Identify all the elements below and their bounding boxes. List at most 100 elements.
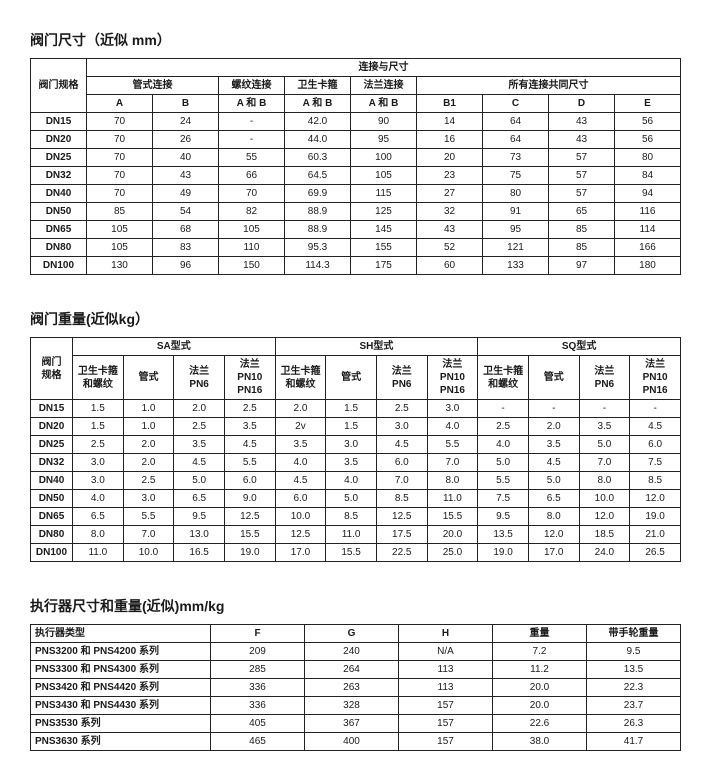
cell: 367: [305, 715, 399, 733]
cell: 9.5: [587, 643, 681, 661]
table-row: DN157024-42.09014644356: [31, 113, 681, 131]
cell: 70: [87, 149, 153, 167]
cell: 97: [549, 257, 615, 275]
row-header: DN15: [31, 113, 87, 131]
cell: -: [630, 400, 681, 418]
cell: 157: [399, 715, 493, 733]
section-valve-weight: 阀门重量(近似kg） 阀门 规格 SA型式 SH型式 SQ型式 卫生卡箍和螺纹管…: [30, 309, 681, 562]
table-valve-weight: 阀门 规格 SA型式 SH型式 SQ型式 卫生卡箍和螺纹管式法兰 PN6法兰 P…: [30, 337, 681, 562]
row-header: PNS3530 系列: [31, 715, 211, 733]
cell: 19.0: [630, 508, 681, 526]
cell: 11.0: [427, 490, 478, 508]
cell: 8.5: [376, 490, 427, 508]
table-row: PNS3300 和 PNS4300 系列28526411311.213.5: [31, 661, 681, 679]
row-header: DN32: [31, 167, 87, 185]
t2-body: DN151.51.02.02.52.01.52.53.0----DN201.51…: [31, 400, 681, 562]
cell: 60.3: [285, 149, 351, 167]
table-row: DN504.03.06.59.06.05.08.511.07.56.510.01…: [31, 490, 681, 508]
cell: 54: [153, 203, 219, 221]
cell: 82: [219, 203, 285, 221]
t1-sub-3: A 和 B: [285, 95, 351, 113]
cell: 1.0: [123, 418, 174, 436]
row-header: DN32: [31, 454, 73, 472]
cell: 5.0: [528, 472, 579, 490]
cell: 209: [211, 643, 305, 661]
cell: 43: [153, 167, 219, 185]
cell: 91: [483, 203, 549, 221]
cell: 157: [399, 733, 493, 751]
table-row: DN3270436664.510523755784: [31, 167, 681, 185]
section-valve-dimensions: 阀门尺寸（近似 mm） 阀门规格 连接与尺寸 管式连接 螺纹连接 卫生卡箍 法兰…: [30, 30, 681, 275]
cell: 8.0: [73, 526, 124, 544]
cell: 7.0: [123, 526, 174, 544]
cell: 52: [417, 239, 483, 257]
cell: 85: [549, 221, 615, 239]
cell: 8.5: [326, 508, 377, 526]
section-actuator: 执行器尺寸和重量(近似)mm/kg 执行器类型FGH重量带手轮重量 PNS320…: [30, 596, 681, 751]
cell: 150: [219, 257, 285, 275]
cell: 110: [219, 239, 285, 257]
cell: 38.0: [493, 733, 587, 751]
cell: 9.5: [174, 508, 225, 526]
t1-sub-6: C: [483, 95, 549, 113]
cell: 336: [211, 679, 305, 697]
cell: 3.5: [528, 436, 579, 454]
cell: 3.5: [174, 436, 225, 454]
cell: 65: [549, 203, 615, 221]
table-valve-dimensions: 阀门规格 连接与尺寸 管式连接 螺纹连接 卫生卡箍 法兰连接 所有连接共同尺寸 …: [30, 58, 681, 275]
cell: 25.0: [427, 544, 478, 562]
cell: 68: [153, 221, 219, 239]
table-row: DN201.51.02.53.52v1.53.04.02.52.03.54.5: [31, 418, 681, 436]
cell: 9.5: [478, 508, 529, 526]
cell: 8.0: [579, 472, 630, 490]
cell: 88.9: [285, 221, 351, 239]
table-row: DN10011.010.016.519.017.015.522.525.019.…: [31, 544, 681, 562]
cell: 20.0: [493, 697, 587, 715]
cell: 6.5: [528, 490, 579, 508]
t2-g0: SA型式: [73, 338, 276, 356]
cell: 70: [87, 185, 153, 203]
row-header: PNS3430 和 PNS4430 系列: [31, 697, 211, 715]
t3-col-4: 重量: [493, 625, 587, 643]
row-header: PNS3300 和 PNS4300 系列: [31, 661, 211, 679]
cell: 80: [615, 149, 681, 167]
table-row: DN656.55.59.512.510.08.512.515.59.58.012…: [31, 508, 681, 526]
cell: 2.5: [376, 400, 427, 418]
table-row: DN4070497069.911527805794: [31, 185, 681, 203]
cell: 2.0: [123, 436, 174, 454]
cell: 8.5: [630, 472, 681, 490]
t2-corner: 阀门 规格: [31, 338, 73, 400]
cell: 13.5: [587, 661, 681, 679]
cell: 75: [483, 167, 549, 185]
cell: 17.5: [376, 526, 427, 544]
cell: 43: [417, 221, 483, 239]
cell: 94: [615, 185, 681, 203]
cell: 5.0: [579, 436, 630, 454]
cell: 11.0: [326, 526, 377, 544]
cell: 328: [305, 697, 399, 715]
cell: 23.7: [587, 697, 681, 715]
cell: 3.5: [224, 418, 275, 436]
t1-g0: 管式连接: [87, 77, 219, 95]
cell: 400: [305, 733, 399, 751]
row-header: DN50: [31, 490, 73, 508]
cell: 22.6: [493, 715, 587, 733]
cell: 10.0: [123, 544, 174, 562]
cell: 3.0: [73, 454, 124, 472]
row-header: PNS3630 系列: [31, 733, 211, 751]
cell: 70: [87, 113, 153, 131]
cell: 5.0: [326, 490, 377, 508]
cell: 56: [615, 131, 681, 149]
section1-title: 阀门尺寸（近似 mm）: [30, 30, 681, 50]
table-row: DN801058311095.31555212185166: [31, 239, 681, 257]
cell: 1.5: [73, 400, 124, 418]
cell: 2.5: [478, 418, 529, 436]
cell: 1.5: [73, 418, 124, 436]
cell: 133: [483, 257, 549, 275]
cell: 263: [305, 679, 399, 697]
cell: 20.0: [493, 679, 587, 697]
table-row: DN10013096150114.31756013397180: [31, 257, 681, 275]
cell: 4.5: [275, 472, 326, 490]
t2-sub-9: 管式: [528, 356, 579, 400]
cell: 21.0: [630, 526, 681, 544]
